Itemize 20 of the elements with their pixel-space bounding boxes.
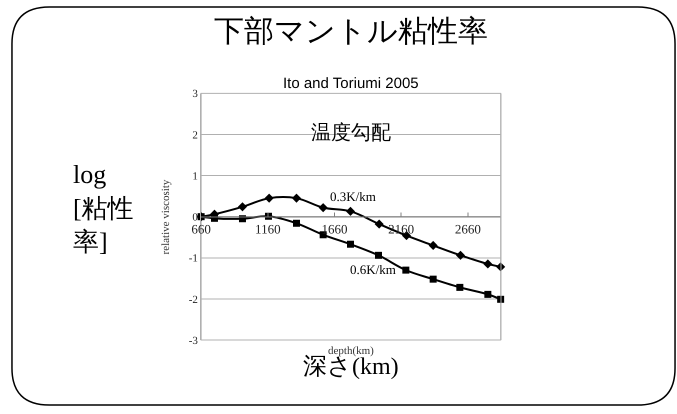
x-tick-label: 1160 <box>255 221 281 236</box>
annotation: 0.3K/km <box>330 189 376 204</box>
y-tick-label: -2 <box>188 294 198 306</box>
y-tick-label: -1 <box>188 252 198 265</box>
chart-title: 下部マントル粘性率 <box>214 15 488 48</box>
text: log [粘性率] <box>73 160 134 257</box>
y-tick-label: 0 <box>192 212 198 224</box>
y-tick-label: -3 <box>188 334 198 347</box>
annotation: 0.6K/km <box>350 262 396 277</box>
chart-subtitle: Ito and Toriumi 2005 <box>283 75 419 92</box>
x-axis-title: depth(km) <box>328 345 374 357</box>
y-tick-label: 3 <box>192 88 198 100</box>
x-tick-label: 2160 <box>388 221 414 236</box>
y-tick-label: 2 <box>192 129 198 142</box>
y-axis-title: relative viscosity <box>160 179 172 254</box>
y-tick-label: 1 <box>192 170 198 182</box>
x-tick-label: 1660 <box>321 221 348 236</box>
x-tick-label: 660 <box>191 221 211 236</box>
annotation: 温度勾配 <box>311 122 391 144</box>
x-tick-label: 2660 <box>454 221 481 236</box>
